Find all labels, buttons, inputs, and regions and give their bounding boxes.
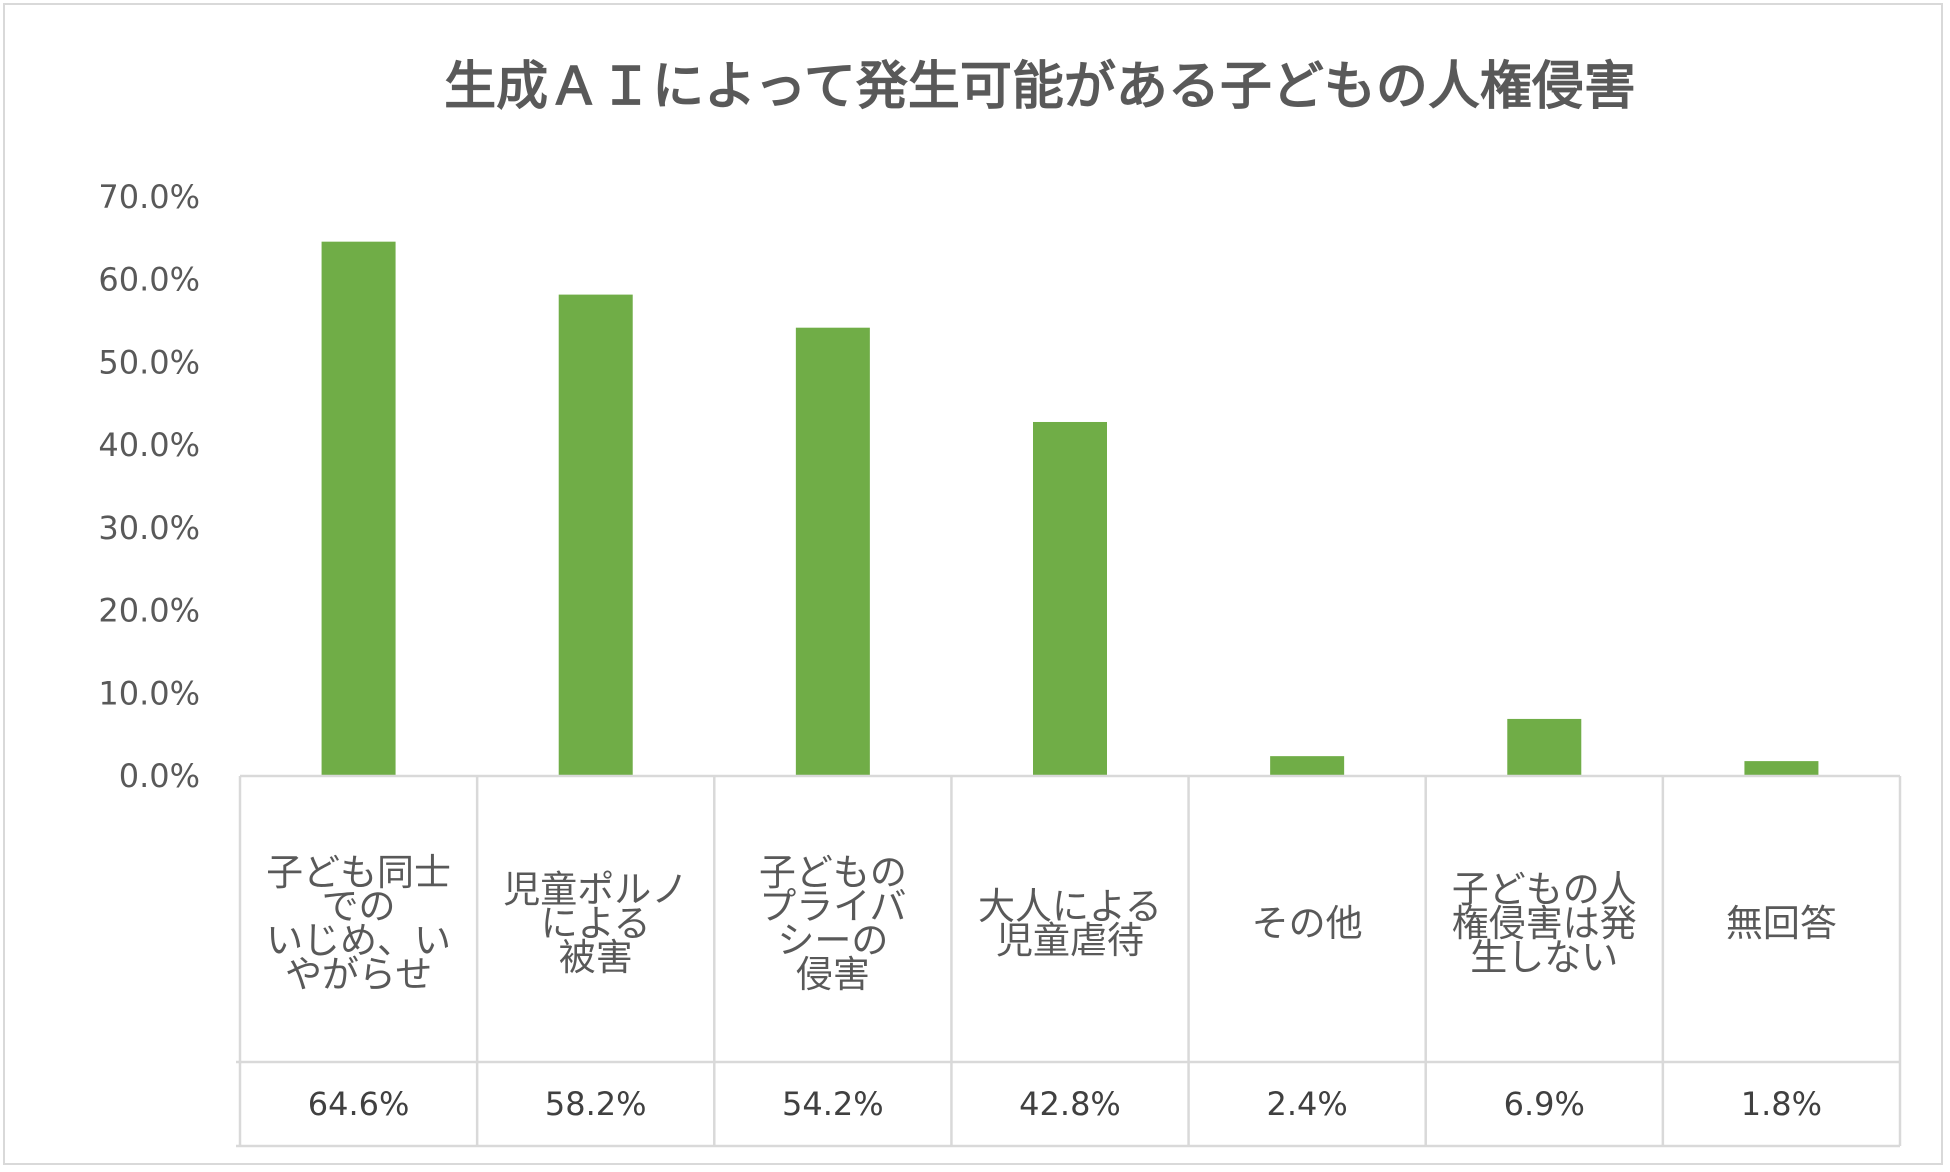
category-label-line: シーの [777, 919, 888, 962]
category-label-line: による [541, 902, 651, 945]
y-tick-label: 60.0% [98, 261, 200, 299]
category-label-line: 児童虐待 [996, 919, 1144, 962]
category-label-line: 大人による [978, 885, 1162, 928]
category-label-line: 子どもの [759, 851, 907, 894]
category-label-line: 権侵害は発 [1452, 902, 1637, 945]
category-label-line: 侵害 [796, 953, 870, 996]
value-label: 54.2% [782, 1085, 884, 1123]
category-label: 子ども同士でのいじめ、いやがらせ [266, 851, 451, 996]
category-label-line: いじめ、い [266, 919, 451, 962]
category-label-line: その他 [1252, 902, 1363, 945]
data-table-grid [236, 774, 1902, 1148]
category-label-line: 子ども同士 [266, 851, 451, 894]
category-label: 大人による児童虐待 [978, 885, 1162, 962]
bar [558, 294, 633, 776]
value-label: 42.8% [1019, 1085, 1121, 1123]
category-label: 子どもの人権侵害は発生しない [1452, 868, 1637, 979]
value-label: 1.8% [1741, 1085, 1822, 1123]
bar [1270, 756, 1345, 776]
value-label: 58.2% [545, 1085, 647, 1123]
value-label: 64.6% [308, 1085, 410, 1123]
category-label-line: での [322, 885, 396, 928]
y-tick-label: 40.0% [98, 426, 200, 464]
y-tick-label: 20.0% [98, 592, 200, 630]
chart-title: 生成ＡＩによって発生可能がある子どもの人権侵害 [444, 57, 1636, 117]
bar [1033, 421, 1107, 776]
y-tick-label: 50.0% [98, 343, 200, 381]
bar [321, 241, 396, 776]
category-label-line: 児童ポルノ [503, 868, 688, 911]
bar [795, 327, 870, 776]
category-label: その他 [1252, 902, 1363, 945]
y-tick-label: 70.0% [98, 178, 200, 216]
category-label-line: やがらせ [285, 953, 432, 996]
y-tick-label: 30.0% [98, 509, 200, 547]
y-tick-label: 0.0% [119, 757, 200, 795]
bar [1507, 718, 1582, 776]
category-label: 子どものプライバシーの侵害 [759, 851, 907, 996]
category-label-line: プライバ [759, 885, 906, 928]
value-labels: 64.6% 58.2% 54.2% 42.8% 2.4% 6.9% 1.8% [308, 1085, 1822, 1123]
category-label-line: 子どもの人 [1452, 868, 1637, 911]
category-label: 児童ポルノによる被害 [503, 868, 688, 979]
y-tick-label: 10.0% [98, 674, 200, 712]
category-labels: 子ども同士でのいじめ、いやがらせ児童ポルノによる被害子どものプライバシーの侵害大… [266, 851, 1837, 996]
category-label: 無回答 [1726, 902, 1837, 945]
bar [1744, 761, 1819, 776]
y-axis-ticks: 0.0% 10.0% 20.0% 30.0% 40.0% 50.0% 60.0% 70.0% [98, 178, 200, 795]
bars-group [321, 241, 1819, 776]
value-label: 2.4% [1266, 1085, 1347, 1123]
value-label: 6.9% [1504, 1085, 1585, 1123]
category-label-line: 無回答 [1726, 902, 1837, 945]
category-label-line: 被害 [559, 936, 633, 979]
category-label-line: 生しない [1470, 936, 1618, 979]
